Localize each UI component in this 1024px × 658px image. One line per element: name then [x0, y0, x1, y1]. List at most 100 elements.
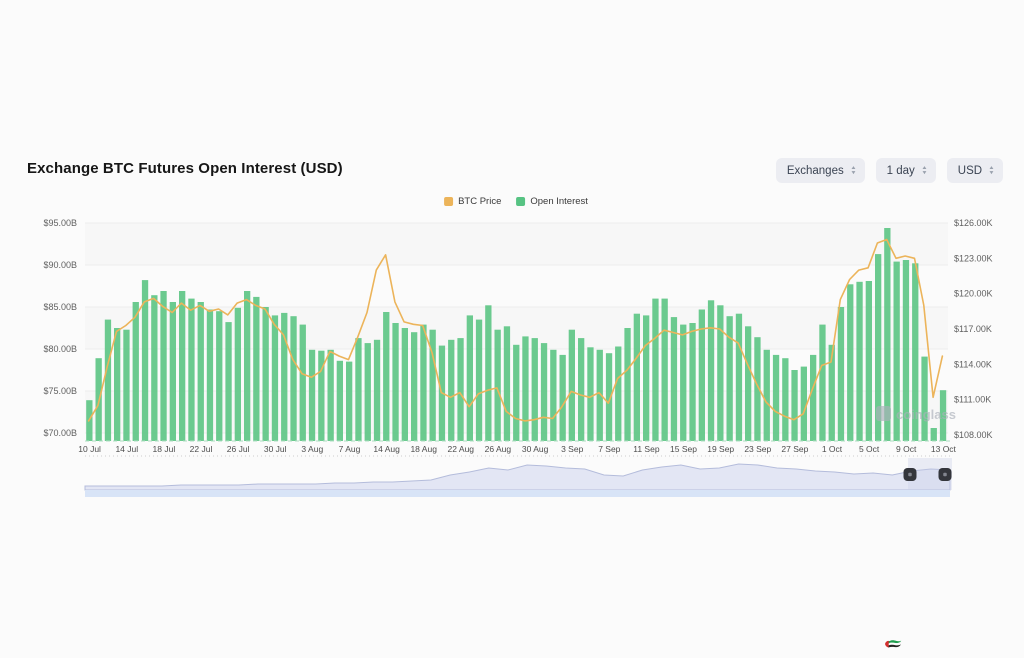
oi-bar — [104, 319, 112, 441]
oi-bar — [364, 343, 371, 441]
y-axis-left-label: $85.00B — [43, 302, 77, 312]
oi-bar — [411, 332, 418, 441]
oi-bar — [540, 343, 548, 441]
oi-bar — [123, 329, 130, 441]
x-axis-label: 5 Oct — [859, 444, 880, 454]
interval-select[interactable]: 1 day ▲ ▼ — [875, 158, 936, 183]
oi-bar — [893, 261, 900, 441]
chart-controls: Exchanges ▲ ▼ 1 day ▲ ▼ USD ▲ ▼ — [775, 158, 1003, 183]
oi-bar — [828, 344, 835, 441]
watermark-text: coinglass — [896, 407, 956, 422]
x-axis-label: 14 Jul — [115, 444, 138, 454]
y-axis-right-label: $117.00K — [954, 324, 992, 334]
oi-bar — [800, 366, 807, 441]
legend-swatch-icon — [516, 197, 526, 206]
y-axis-right-label: $111.00K — [954, 395, 991, 405]
oi-bar — [698, 309, 705, 441]
x-axis-label: 7 Sep — [598, 444, 620, 454]
exchanges-select[interactable]: Exchanges ▲ ▼ — [775, 158, 865, 183]
x-axis-label: 22 Jul — [190, 444, 213, 454]
x-axis-label: 26 Jul — [227, 444, 250, 454]
oi-bar — [930, 428, 937, 441]
y-axis-right-label: $126.00K — [954, 218, 993, 228]
legend-item-open-interest[interactable]: Open Interest — [516, 196, 588, 207]
navigator-area[interactable] — [84, 463, 951, 491]
oi-bar — [373, 339, 381, 441]
oi-bar — [132, 302, 139, 441]
oi-bar — [578, 338, 585, 441]
oi-bar — [336, 360, 343, 441]
oi-bar — [485, 305, 492, 441]
oi-bar — [763, 349, 770, 441]
chart-title: Exchange BTC Futures Open Interest (USD) — [27, 160, 343, 177]
oi-bar — [791, 370, 798, 441]
oi-bar — [707, 300, 715, 441]
navigator-handle-right-dot — [943, 472, 947, 477]
oi-bar — [772, 354, 780, 441]
x-axis-label: 10 Jul — [78, 444, 101, 454]
oi-bar — [568, 329, 575, 441]
oi-bar — [179, 291, 186, 441]
x-axis-label: 27 Sep — [781, 444, 808, 454]
x-axis-label: 7 Aug — [339, 444, 361, 454]
control-label: Exchanges — [786, 164, 844, 177]
x-axis-label: 13 Oct — [931, 444, 957, 454]
updown-chevron-icon: ▲ ▼ — [849, 165, 857, 176]
oi-bar — [531, 338, 538, 441]
oi-bar — [754, 337, 761, 441]
currency-select[interactable]: USD ▲ ▼ — [946, 158, 1003, 183]
oi-bar — [327, 349, 334, 441]
navigator-track[interactable] — [85, 490, 950, 497]
updown-chevron-icon: ▲ ▼ — [988, 165, 995, 176]
oi-bar — [810, 354, 817, 441]
oi-bar — [234, 307, 241, 441]
oi-bar — [624, 328, 631, 441]
oi-bar — [448, 339, 455, 441]
oi-bar — [670, 317, 678, 441]
y-axis-right-label: $123.00K — [954, 253, 993, 263]
oi-bar — [661, 298, 668, 441]
oi-bar — [271, 315, 279, 441]
oi-bar — [299, 324, 306, 441]
oi-bar — [308, 349, 316, 441]
control-label: 1 day — [886, 164, 915, 177]
oi-bar — [652, 298, 659, 441]
x-axis-label: 14 Aug — [373, 444, 400, 454]
x-axis-label: 9 Oct — [896, 444, 917, 454]
y-axis-left-label: $75.00B — [43, 386, 77, 396]
legend-item-btc-price[interactable]: BTC Price — [444, 196, 501, 207]
legend-label: BTC Price — [458, 196, 502, 207]
oi-bar — [141, 280, 149, 441]
x-axis-label: 18 Aug — [410, 444, 437, 454]
plot-band — [85, 307, 948, 349]
oi-bar — [522, 336, 529, 441]
oi-bar — [745, 326, 752, 441]
oi-bar — [735, 313, 743, 441]
oi-bar — [633, 313, 640, 441]
y-axis-left-label: $90.00B — [43, 260, 77, 270]
oi-bar — [605, 353, 613, 441]
y-axis-right-label: $114.00K — [954, 359, 992, 369]
x-axis-label: 23 Sep — [744, 444, 771, 454]
oi-bar — [819, 324, 826, 441]
uae-flag-icon — [885, 640, 902, 648]
oi-bar — [383, 312, 390, 441]
oi-bar — [262, 307, 269, 441]
oi-bar — [457, 338, 464, 441]
oi-bar — [188, 298, 195, 441]
x-axis-label: 26 Aug — [485, 444, 512, 454]
x-axis-label: 3 Aug — [301, 444, 323, 454]
legend-swatch-icon — [444, 197, 454, 206]
oi-bar — [494, 329, 501, 441]
x-axis-label: 22 Aug — [448, 444, 475, 454]
oi-bar — [355, 338, 362, 441]
btc-price-line — [87, 238, 944, 422]
oi-bar — [244, 291, 251, 441]
watermark-logo-icon — [876, 406, 891, 421]
oi-bar — [680, 324, 687, 441]
oi-bar — [559, 354, 566, 441]
plot-band — [85, 223, 948, 265]
x-axis-label: 3 Sep — [561, 444, 583, 454]
oi-bar — [782, 358, 789, 441]
